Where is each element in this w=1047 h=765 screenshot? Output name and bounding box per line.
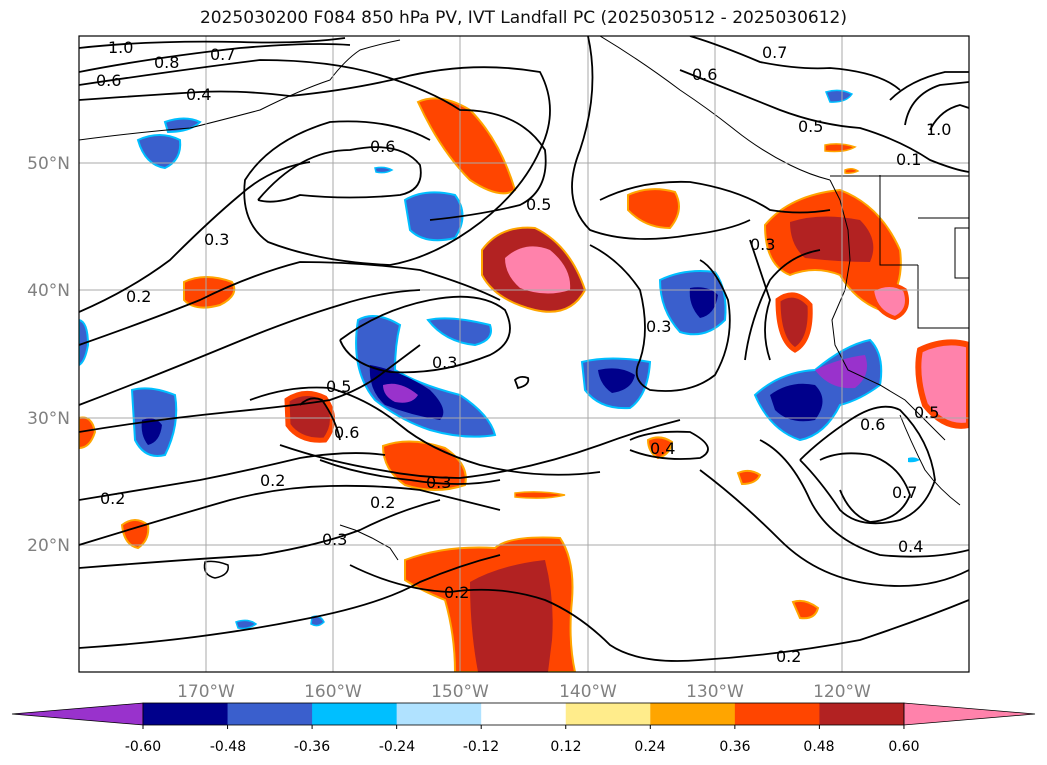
contour-label: 0.6 [334, 423, 359, 442]
colorbar-extend-min [11, 702, 144, 726]
lon-label: 140°W [559, 682, 617, 702]
colorbar-swatch [481, 703, 567, 725]
contour-label: 0.6 [370, 137, 395, 156]
colorbar-swatch [396, 703, 482, 725]
contour-label: 0.7 [892, 483, 917, 502]
contour-label: 0.2 [100, 489, 125, 508]
colorbar-swatch [819, 703, 905, 725]
map-frame [78, 35, 970, 673]
contour-label: 0.7 [762, 43, 787, 62]
lon-label: 150°W [431, 682, 489, 702]
lat-label: 20°N [27, 536, 70, 556]
contour-label: 0.5 [914, 403, 939, 422]
contour-label: 1.0 [926, 120, 951, 139]
lon-label: 160°W [304, 682, 362, 702]
contour-label: 0.3 [204, 230, 229, 249]
colorbar-tick-label: -0.24 [379, 739, 415, 755]
contour-label: 0.2 [126, 287, 151, 306]
colorbar-swatch [565, 703, 651, 725]
colorbar-tick-label: -0.48 [210, 739, 246, 755]
axis-labels: 50°N 40°N 30°N 20°N 170°W 160°W 150°W 14… [27, 154, 871, 702]
colorbar-tick-label: -0.60 [125, 739, 161, 755]
colorbar-tick-labels: -0.60 -0.48 -0.36 -0.24 -0.12 0.12 0.24 … [125, 739, 920, 755]
colorbar-tick-label: 0.12 [550, 739, 581, 755]
pv-contours [79, 36, 969, 662]
contour-label: 0.2 [444, 583, 469, 602]
colorbar-swatch [312, 703, 398, 725]
colorbar-extend-max [903, 702, 1036, 726]
contour-label: 1.0 [108, 38, 133, 57]
contour-label: 0.3 [426, 473, 451, 492]
contour-label: 0.4 [186, 85, 211, 104]
colorbar-swatch [650, 703, 736, 725]
contour-labels: 1.0 0.8 0.7 0.6 0.4 0.6 0.3 0.2 0.5 0.3 … [96, 38, 951, 666]
contour-label: 0.3 [750, 235, 775, 254]
colorbar-swatches [11, 702, 1036, 729]
contour-label: 0.6 [96, 71, 121, 90]
lat-label: 40°N [27, 281, 70, 301]
contour-label: 0.5 [798, 117, 823, 136]
contour-label: 0.5 [526, 195, 551, 214]
lat-label: 50°N [27, 154, 70, 174]
lon-label: 120°W [813, 682, 871, 702]
colorbar-swatch [227, 703, 313, 725]
contour-label: 0.5 [326, 377, 351, 396]
shaded-anomaly-regions [79, 89, 969, 672]
contour-label: 0.1 [896, 150, 921, 169]
coastlines [79, 36, 969, 579]
contour-label: 0.2 [260, 471, 285, 490]
contour-label: 0.2 [776, 647, 801, 666]
contour-label: 0.2 [370, 493, 395, 512]
contour-label: 0.3 [432, 353, 457, 372]
map-title: 2025030200 F084 850 hPa PV, IVT Landfall… [199, 8, 847, 28]
contour-label: 0.7 [210, 45, 235, 64]
contour-label: 0.4 [898, 537, 923, 556]
lon-label: 130°W [686, 682, 744, 702]
colorbar-tick-label: 0.60 [888, 739, 919, 755]
colorbar-tick-label: 0.36 [719, 739, 750, 755]
colorbar-swatch [143, 703, 229, 725]
contour-label: 0.6 [860, 415, 885, 434]
lat-label: 30°N [27, 409, 70, 429]
contour-label: 0.4 [650, 439, 675, 458]
colorbar-tick-label: -0.36 [294, 739, 330, 755]
colorbar: -0.60 -0.48 -0.36 -0.24 -0.12 0.12 0.24 … [11, 702, 1036, 755]
lon-label: 170°W [177, 682, 235, 702]
contour-label: 0.3 [646, 317, 671, 336]
contour-label: 0.8 [154, 53, 179, 72]
colorbar-tick-label: 0.24 [634, 739, 665, 755]
colorbar-tick-label: -0.12 [463, 739, 499, 755]
colorbar-swatch [734, 703, 820, 725]
colorbar-frame [142, 702, 905, 726]
contour-label: 0.6 [692, 65, 717, 84]
contour-label: 0.3 [322, 530, 347, 549]
colorbar-tick-label: 0.48 [803, 739, 834, 755]
